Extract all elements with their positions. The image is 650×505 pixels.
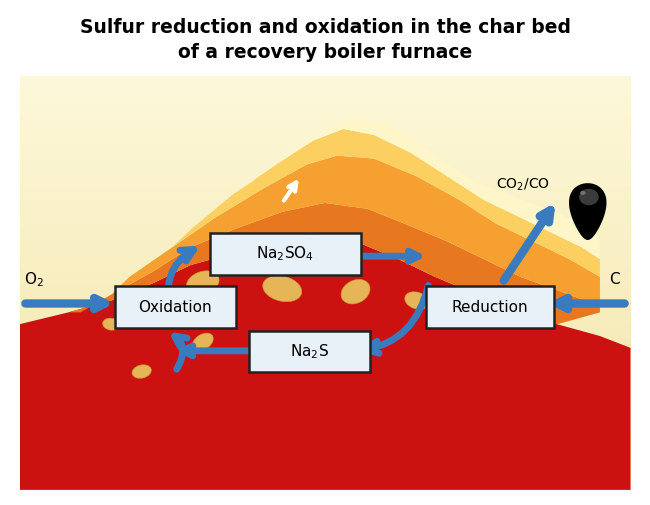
Bar [20, 324, 630, 338]
Bar [20, 283, 630, 296]
Text: Na$_2$SO$_4$: Na$_2$SO$_4$ [256, 244, 315, 263]
Ellipse shape [132, 365, 151, 378]
Bar [20, 352, 630, 366]
Ellipse shape [580, 191, 586, 195]
Ellipse shape [103, 318, 120, 330]
Bar [20, 186, 630, 200]
Polygon shape [68, 203, 600, 324]
Ellipse shape [192, 333, 213, 351]
Text: Na$_2$S: Na$_2$S [290, 342, 330, 361]
Bar [20, 338, 630, 352]
Bar [20, 89, 630, 104]
Bar [20, 296, 630, 311]
Text: O$_2$: O$_2$ [25, 271, 44, 289]
Bar [20, 462, 630, 476]
Ellipse shape [187, 271, 219, 295]
Bar [20, 435, 630, 448]
Bar [20, 366, 630, 379]
Polygon shape [172, 129, 600, 277]
Bar [20, 76, 630, 89]
FancyBboxPatch shape [209, 233, 361, 275]
Polygon shape [20, 232, 630, 490]
Ellipse shape [579, 189, 599, 206]
Bar [20, 228, 630, 241]
Ellipse shape [405, 292, 428, 310]
Polygon shape [569, 183, 606, 240]
Bar [20, 393, 630, 407]
Ellipse shape [263, 276, 302, 301]
Bar [20, 448, 630, 462]
Ellipse shape [341, 279, 370, 304]
FancyBboxPatch shape [115, 286, 236, 328]
Text: Oxidation: Oxidation [138, 299, 212, 315]
Polygon shape [233, 117, 600, 259]
Bar [20, 172, 630, 186]
FancyBboxPatch shape [426, 286, 554, 328]
Text: CO$_2$/CO: CO$_2$/CO [496, 177, 550, 193]
Text: Sulfur reduction and oxidation in the char bed: Sulfur reduction and oxidation in the ch… [79, 18, 571, 37]
Bar [20, 145, 630, 159]
Bar [20, 255, 630, 269]
Bar [20, 269, 630, 283]
Bar [20, 159, 630, 172]
Bar [20, 476, 630, 490]
Text: of a recovery boiler furnace: of a recovery boiler furnace [178, 43, 472, 62]
Bar [20, 379, 630, 393]
Text: Reduction: Reduction [452, 299, 528, 315]
Bar [20, 407, 630, 421]
Bar [20, 117, 630, 131]
Bar [20, 104, 630, 117]
Bar [20, 311, 630, 324]
Bar [20, 131, 630, 145]
Bar [20, 200, 630, 214]
Bar [20, 421, 630, 435]
FancyBboxPatch shape [249, 331, 370, 372]
Bar [20, 241, 630, 255]
Polygon shape [111, 156, 600, 307]
Bar [20, 214, 630, 228]
Text: C: C [609, 272, 619, 287]
